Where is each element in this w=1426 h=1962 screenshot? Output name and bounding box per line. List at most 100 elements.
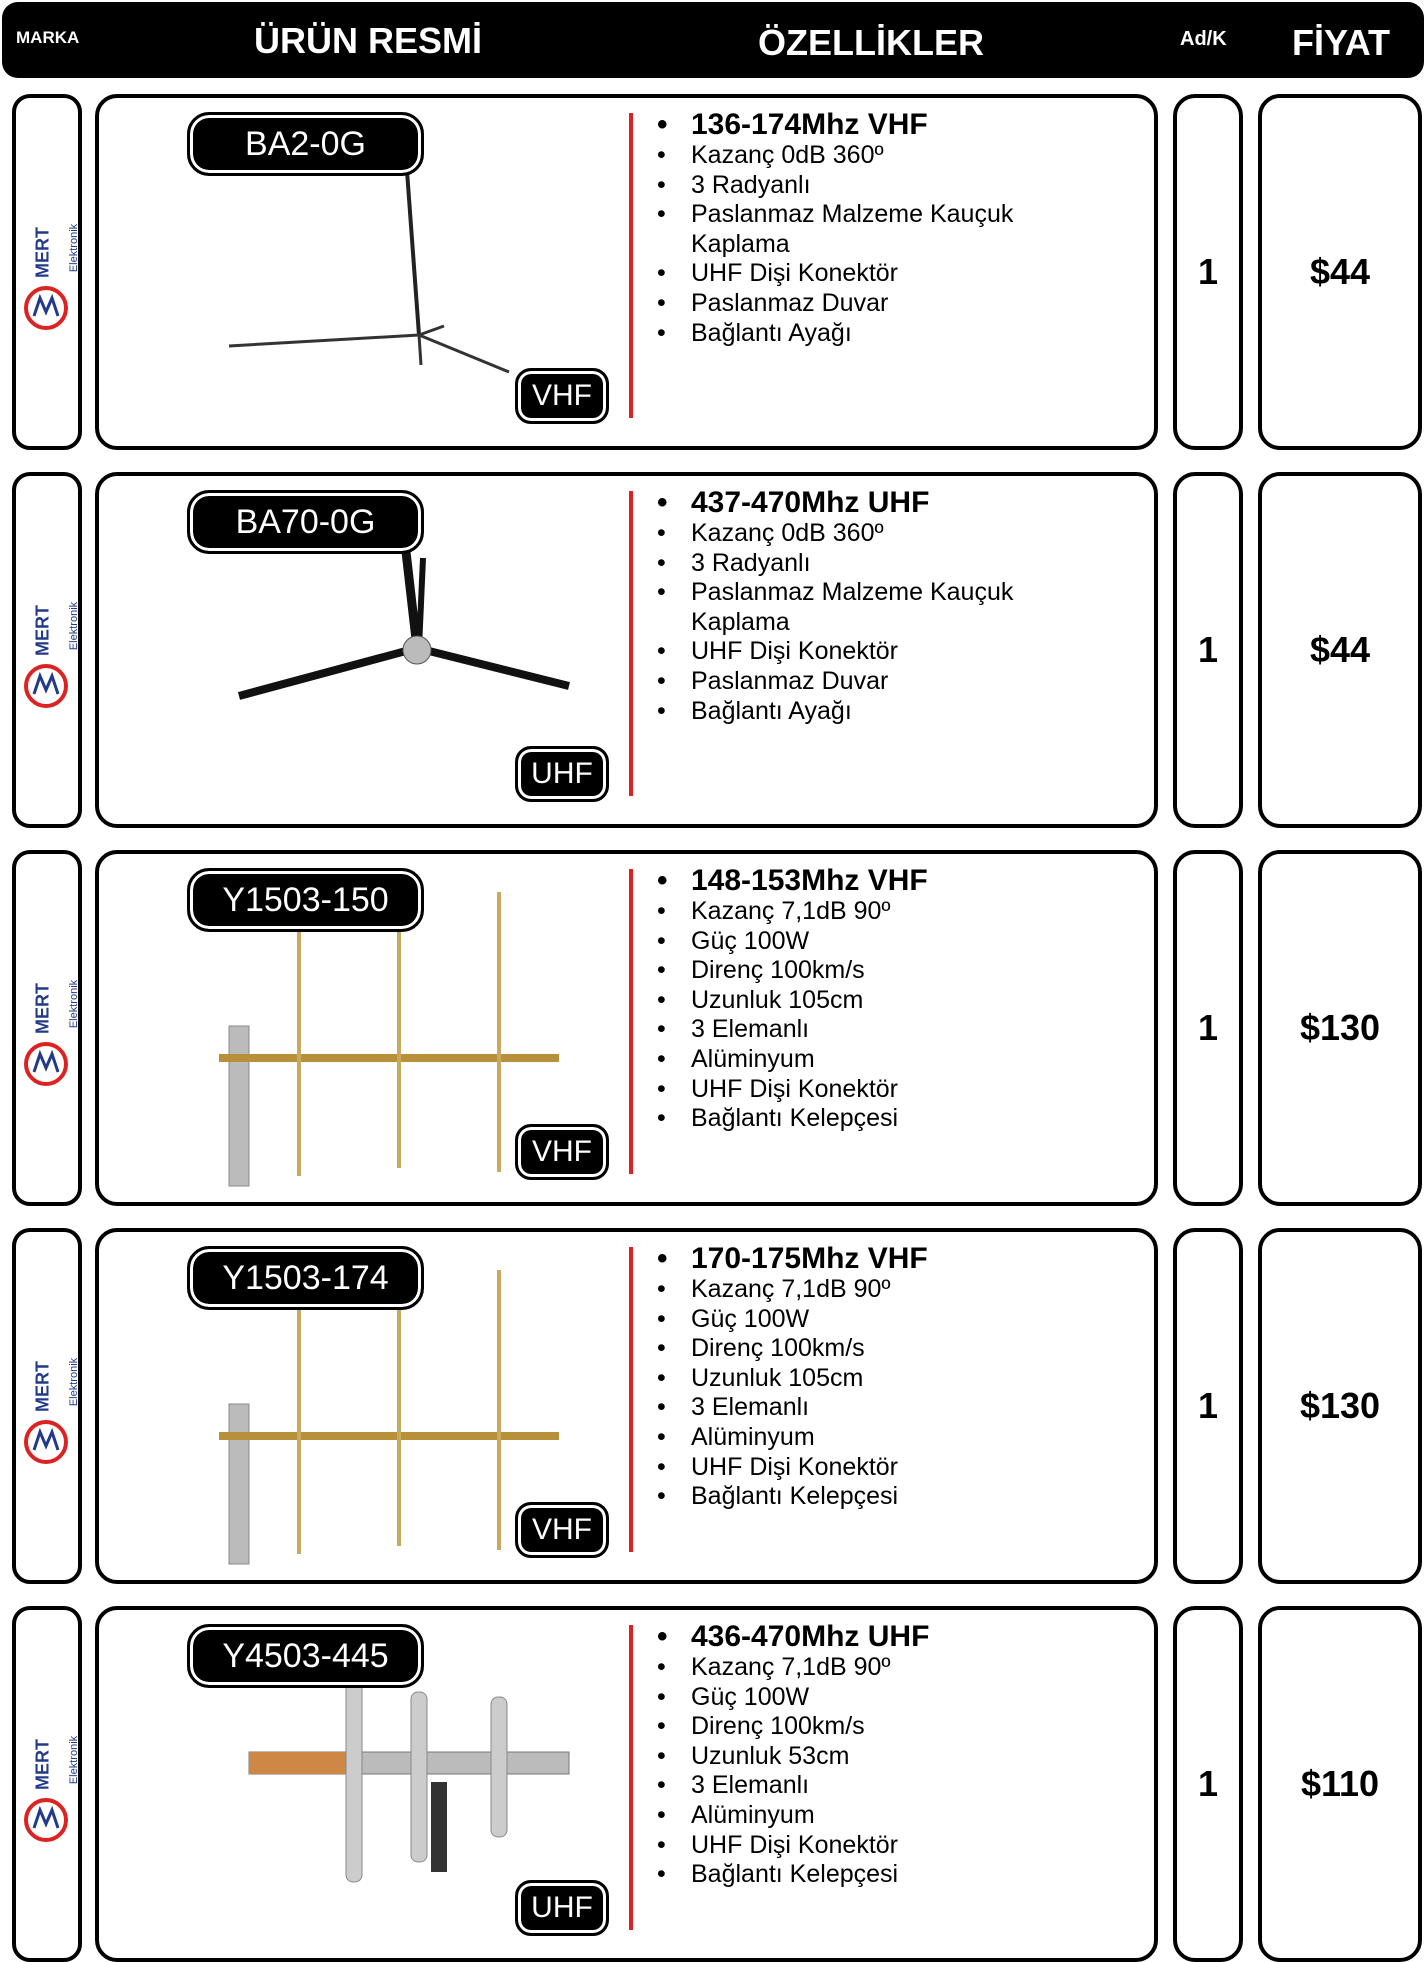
brand-logo: MERT Elektronik <box>22 972 80 1092</box>
product-image <box>248 1666 570 1883</box>
brand-sub: Elektronik <box>68 1357 80 1407</box>
feature: Alüminyum <box>657 1801 1081 1831</box>
feature: UHF Dişi Konektör <box>657 637 1081 667</box>
feature: Paslanmaz Malzeme Kauçuk Kaplama <box>657 200 1081 259</box>
feature: Direnç 100km/s <box>657 1712 1081 1742</box>
header-label: Ad/K <box>1180 28 1227 50</box>
feature: 3 Radyanlı <box>657 171 1081 201</box>
product-row: MERT Elektronik Y4503-445 UHF 436-470Mhz UHF… <box>0 1606 1426 1962</box>
feature-list: 148-153Mhz VHFKazanç 7,1dB 90ºGüç 100WDi… <box>657 864 1081 1134</box>
feature: Kazanç 7,1dB 90º <box>657 1275 1081 1305</box>
product-row: MERT Elektronik Y1503-150 VHF 148-153Mhz VHF… <box>0 850 1426 1206</box>
feature: 3 Radyanlı <box>657 549 1081 579</box>
price-cell: $110 <box>1258 1606 1422 1962</box>
divider <box>629 491 633 796</box>
product-cell: Y1503-174 VHF 170-175Mhz VHFKazanç 7,1dB 9… <box>95 1228 1158 1584</box>
brand-cell: MERT Elektronik <box>12 1606 82 1962</box>
feature: Kazanç 7,1dB 90º <box>657 897 1081 927</box>
model-badge: BA2-0G <box>187 112 424 176</box>
product-cell: Y1503-150 VHF 148-153Mhz VHFKazanç 7,1dB 9… <box>95 850 1158 1206</box>
band-badge: VHF <box>515 368 609 424</box>
feature: 170-175Mhz VHF <box>657 1242 1081 1275</box>
brand-cell: MERT Elektronik <box>12 1228 82 1584</box>
feature: 3 Elemanlı <box>657 1393 1081 1423</box>
feature-list: 170-175Mhz VHFKazanç 7,1dB 90ºGüç 100WDi… <box>657 1242 1081 1512</box>
header: MARKA ÜRÜN RESMİ ÖZELLİKLER Ad/K FİYAT <box>2 2 1424 78</box>
band-badge: VHF <box>515 1124 609 1180</box>
feature: Uzunluk 105cm <box>657 1364 1081 1394</box>
divider <box>629 1247 633 1552</box>
product-image <box>219 886 559 1187</box>
product-cell: BA2-0G VHF 136-174Mhz VHFKazanç 0dB 360º3 … <box>95 94 1158 450</box>
feature: Uzunluk 53cm <box>657 1742 1081 1772</box>
price-cell: $130 <box>1258 850 1422 1206</box>
brand-cell: MERT Elektronik <box>12 94 82 450</box>
feature: Paslanmaz Duvar <box>657 667 1081 697</box>
feature: 136-174Mhz VHF <box>657 108 1081 141</box>
feature: Direnç 100km/s <box>657 1334 1081 1364</box>
feature: 3 Elemanlı <box>657 1771 1081 1801</box>
logo-mark <box>24 286 68 330</box>
brand-name: MERT <box>32 605 53 656</box>
brand-name: MERT <box>32 1739 53 1790</box>
feature: Bağlantı Kelepçesi <box>657 1104 1081 1134</box>
logo-mark <box>24 1420 68 1464</box>
model-badge: Y4503-445 <box>187 1624 424 1688</box>
feature: Kazanç 7,1dB 90º <box>657 1653 1081 1683</box>
model-badge: Y1503-174 <box>187 1246 424 1310</box>
header-label: ÜRÜN RESMİ <box>254 20 483 61</box>
brand-logo: MERT Elektronik <box>22 1728 80 1848</box>
price-cell: $44 <box>1258 472 1422 828</box>
feature: Direnç 100km/s <box>657 956 1081 986</box>
qty-cell: 1 <box>1173 472 1243 828</box>
product-row: MERT Elektronik BA2-0G VHF 136-174Mhz VHFKaz… <box>0 94 1426 450</box>
brand-name: MERT <box>32 983 53 1034</box>
feature-list: 436-470Mhz UHFKazanç 7,1dB 90ºGüç 100WDi… <box>657 1620 1081 1890</box>
qty-cell: 1 <box>1173 1606 1243 1962</box>
feature: UHF Dişi Konektör <box>657 1075 1081 1105</box>
divider <box>629 113 633 418</box>
divider <box>629 1625 633 1930</box>
product-image <box>219 1264 559 1565</box>
product-row: MERT Elektronik BA70-0G UHF 437-470Mhz UHFKa… <box>0 472 1426 828</box>
band-badge: VHF <box>515 1502 609 1558</box>
logo-mark <box>24 664 68 708</box>
brand-sub: Elektronik <box>68 223 80 273</box>
qty-cell: 1 <box>1173 850 1243 1206</box>
feature: Güç 100W <box>657 1305 1081 1335</box>
brand-logo: MERT Elektronik <box>22 594 80 714</box>
feature: 148-153Mhz VHF <box>657 864 1081 897</box>
feature: Güç 100W <box>657 927 1081 957</box>
feature: Kazanç 0dB 360º <box>657 519 1081 549</box>
logo-mark <box>24 1798 68 1842</box>
feature: UHF Dişi Konektör <box>657 1453 1081 1483</box>
feature: Bağlantı Kelepçesi <box>657 1860 1081 1890</box>
brand-sub: Elektronik <box>68 601 80 651</box>
feature: Bağlantı Kelepçesi <box>657 1482 1081 1512</box>
price-cell: $44 <box>1258 94 1422 450</box>
band-badge: UHF <box>515 1880 609 1936</box>
feature: Bağlantı Ayağı <box>657 319 1081 349</box>
feature: Güç 100W <box>657 1683 1081 1713</box>
feature: Paslanmaz Malzeme Kauçuk Kaplama <box>657 578 1081 637</box>
brand-name: MERT <box>32 1361 53 1412</box>
feature-list: 437-470Mhz UHFKazanç 0dB 360º3 RadyanlıP… <box>657 486 1081 727</box>
feature: Bağlantı Ayağı <box>657 697 1081 727</box>
brand-sub: Elektronik <box>68 1735 80 1785</box>
feature: UHF Dişi Konektör <box>657 1831 1081 1861</box>
product-row: MERT Elektronik Y1503-174 VHF 170-175Mhz VHF… <box>0 1228 1426 1584</box>
feature: UHF Dişi Konektör <box>657 259 1081 289</box>
band-badge: UHF <box>515 746 609 802</box>
logo-mark <box>24 1042 68 1086</box>
brand-cell: MERT Elektronik <box>12 472 82 828</box>
brand-sub: Elektronik <box>68 979 80 1029</box>
price-cell: $130 <box>1258 1228 1422 1584</box>
brand-logo: MERT Elektronik <box>22 216 80 336</box>
feature: Alüminyum <box>657 1423 1081 1453</box>
feature: Paslanmaz Duvar <box>657 289 1081 319</box>
brand-cell: MERT Elektronik <box>12 850 82 1206</box>
brand-name: MERT <box>32 227 53 278</box>
brand-logo: MERT Elektronik <box>22 1350 80 1470</box>
feature-list: 136-174Mhz VHFKazanç 0dB 360º3 RadyanlıP… <box>657 108 1081 349</box>
